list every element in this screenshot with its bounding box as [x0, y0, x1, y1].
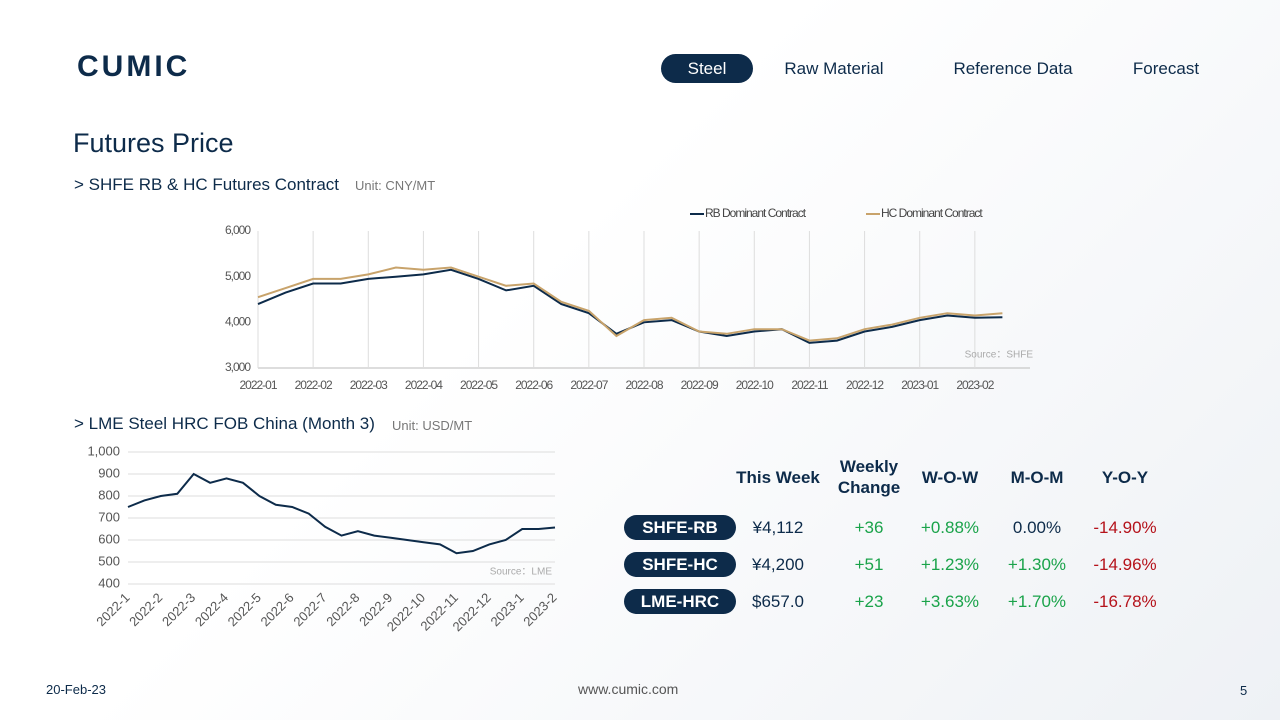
- x-tick-label: 2022-7: [290, 590, 329, 629]
- table-cell: +1.30%: [1007, 555, 1067, 574]
- x-tick-label: 2022-12: [846, 378, 884, 392]
- source-note: Source：LME: [490, 567, 553, 578]
- column-header: Weekly Change: [837, 457, 901, 497]
- table-cell: +51: [854, 555, 884, 574]
- table-cell: +3.63%: [920, 592, 980, 611]
- legend-label: RB Dominant Contract: [705, 206, 807, 220]
- table-cell: +1.23%: [920, 555, 980, 574]
- x-tick-label: 2022-8: [323, 590, 362, 629]
- nav-item[interactable]: Forecast: [1132, 59, 1200, 78]
- column-header: This Week: [736, 467, 820, 487]
- column-header: W-O-W: [921, 467, 979, 487]
- legend-label: HC Dominant Contract: [881, 206, 983, 220]
- page-number: 5: [1240, 683, 1248, 698]
- x-tick-label: 2022-01: [239, 378, 277, 392]
- row-label: LME-HRC: [624, 589, 736, 614]
- y-tick-label: 3,000: [225, 360, 251, 374]
- y-tick-label: 700: [98, 509, 120, 524]
- x-tick-label: 2022-02: [295, 378, 333, 392]
- page-title: Futures Price: [73, 128, 234, 158]
- chart-title: > SHFE RB & HC Futures Contract: [74, 175, 339, 194]
- x-tick-label: 2022-07: [570, 378, 608, 392]
- y-tick-label: 6,000: [225, 223, 251, 237]
- table-cell: -16.78%: [1093, 592, 1157, 611]
- footer-url: www.cumic.com: [578, 681, 679, 697]
- y-tick-label: 800: [98, 487, 120, 502]
- table-cell: ¥4,200: [752, 555, 804, 574]
- nav-item[interactable]: Reference Data: [953, 59, 1073, 78]
- row-label: SHFE-RB: [624, 515, 736, 540]
- x-tick-label: 2022-06: [515, 378, 553, 392]
- y-tick-label: 400: [98, 575, 120, 590]
- source-note: Source：SHFE: [965, 350, 1034, 361]
- y-tick-label: 900: [98, 465, 120, 480]
- logo: CUMIC: [77, 50, 191, 83]
- data-line: [257, 268, 1003, 344]
- column-header: M-O-M: [1010, 467, 1064, 487]
- unit: Unit: CNY/MT: [355, 178, 436, 193]
- x-tick-label: 2023-1: [487, 590, 526, 629]
- x-tick-label: 2022-1: [93, 590, 132, 629]
- x-tick-label: 2023-02: [956, 378, 994, 392]
- x-tick-label: 2022-6: [258, 590, 297, 629]
- y-tick-label: 1,000: [87, 443, 120, 458]
- table-cell: +36: [854, 518, 884, 537]
- y-tick-label: 5,000: [225, 269, 251, 283]
- table-cell: $657.0: [752, 592, 804, 611]
- data-line: [127, 472, 556, 555]
- x-tick-label: 2022-10: [736, 378, 774, 392]
- nav-item[interactable]: Steel: [661, 54, 753, 83]
- x-tick-label: 2022-2: [126, 590, 165, 629]
- x-tick-label: 2022-11: [791, 378, 828, 392]
- x-tick-label: 2022-4: [192, 590, 231, 629]
- footer-date: 20-Feb-23: [46, 682, 106, 697]
- table-cell: +23: [854, 592, 884, 611]
- x-tick-label: 2023-01: [901, 378, 939, 392]
- table-cell: ¥4,112: [752, 518, 804, 537]
- table-cell: 0.00%: [1012, 518, 1062, 537]
- x-tick-label: 2022-08: [625, 378, 663, 392]
- x-tick-label: 2022-03: [350, 378, 388, 392]
- x-tick-label: 2022-5: [225, 590, 264, 629]
- unit: Unit: USD/MT: [392, 418, 473, 433]
- y-tick-label: 600: [98, 531, 120, 546]
- x-tick-label: 2022-05: [460, 378, 498, 392]
- x-tick-label: 2022-3: [159, 590, 198, 629]
- column-header: Y-O-Y: [1101, 467, 1149, 487]
- x-tick-label: 2022-09: [681, 378, 719, 392]
- nav-item[interactable]: Raw Material: [784, 59, 884, 78]
- data-line: [257, 266, 1003, 342]
- chart-title: > LME Steel HRC FOB China (Month 3): [74, 414, 375, 433]
- x-tick-label: 2022-04: [405, 378, 443, 392]
- table-cell: -14.96%: [1093, 555, 1157, 574]
- x-tick-label: 2023-2: [520, 590, 559, 629]
- y-tick-label: 500: [98, 553, 120, 568]
- table-cell: +1.70%: [1007, 592, 1067, 611]
- table-cell: +0.88%: [920, 518, 980, 537]
- y-tick-label: 4,000: [225, 315, 251, 329]
- row-label: SHFE-HC: [624, 552, 736, 577]
- table-cell: -14.90%: [1093, 518, 1157, 537]
